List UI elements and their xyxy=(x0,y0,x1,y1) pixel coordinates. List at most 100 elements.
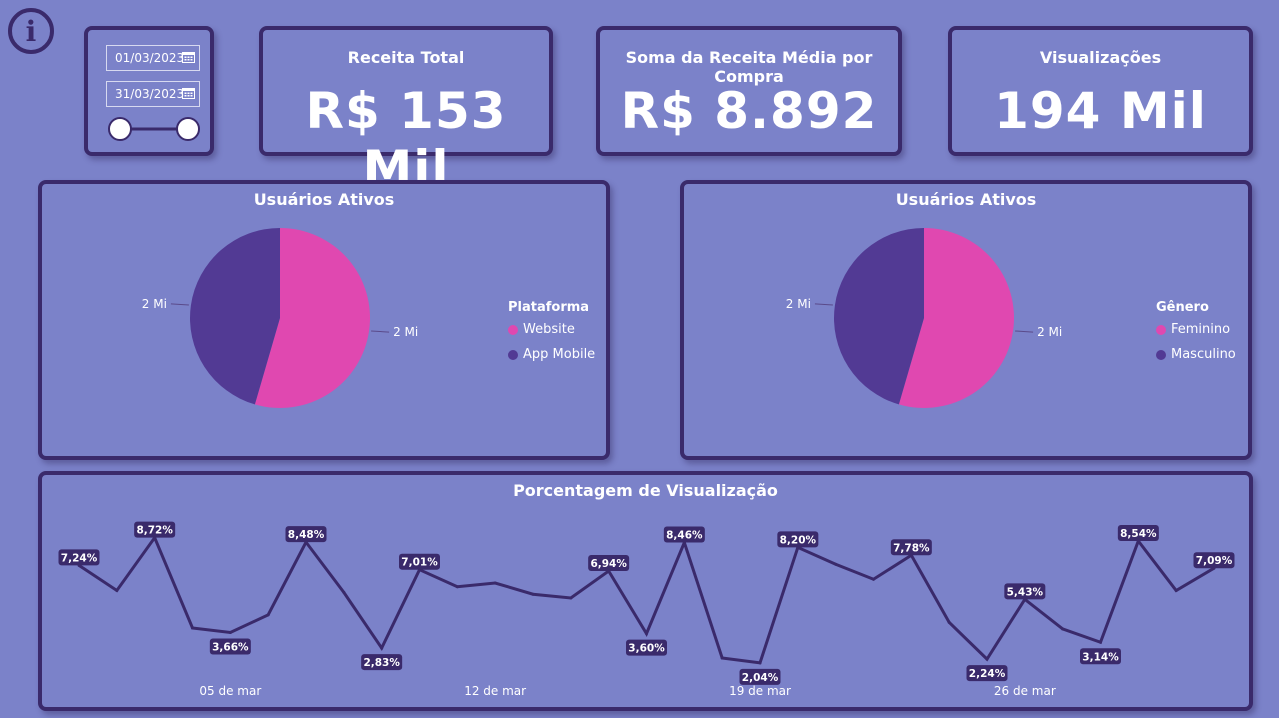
chart-title: Porcentagem de Visualização xyxy=(513,481,778,500)
kpi-value: 194 Mil xyxy=(994,82,1207,140)
line-data-label: 7,78% xyxy=(890,539,932,556)
line-data-label: 3,60% xyxy=(626,639,667,656)
x-tick-label: 26 de mar xyxy=(994,684,1056,698)
kpi-title: Visualizações xyxy=(1039,48,1162,67)
line-data-label-text: 7,78% xyxy=(893,542,930,554)
line-data-label: 8,20% xyxy=(777,531,819,548)
line-point[interactable] xyxy=(1099,640,1102,644)
legend-label: Feminino xyxy=(1171,322,1231,337)
line-data-label-bg xyxy=(1117,525,1159,541)
line-data-label: 8,54% xyxy=(1117,525,1159,541)
pie-svg: 2 Mi 2 Mi xyxy=(786,228,1062,408)
line-data-label-text: 8,48% xyxy=(288,529,325,541)
line-data-label: 3,14% xyxy=(1080,648,1121,665)
calendar-icon[interactable] xyxy=(182,87,195,99)
pie-data-label: 2 Mi xyxy=(142,297,167,311)
kpi-title: Receita Total xyxy=(347,48,465,67)
end-date-value: 31/03/2023 xyxy=(115,87,185,101)
line-data-label-bg xyxy=(1193,552,1235,569)
date-range-slider[interactable] xyxy=(106,114,202,144)
pie-slice-feminino[interactable] xyxy=(898,228,1014,408)
line-data-label-text: 8,20% xyxy=(780,534,817,546)
line-point[interactable] xyxy=(947,620,951,624)
legend-dot xyxy=(1156,349,1166,360)
line-point[interactable] xyxy=(569,596,573,600)
line-data-label: 8,72% xyxy=(134,521,176,538)
kpi-card-avg-revenue: Soma da Receita Média por Compra R$ 8.89… xyxy=(596,26,902,156)
line-data-label: 7,01% xyxy=(399,553,440,570)
end-date-input[interactable]: 31/03/2023 xyxy=(106,81,200,107)
slider-start-handle[interactable] xyxy=(108,117,132,141)
legend-dot xyxy=(1156,324,1166,335)
line-data-label-bg xyxy=(1080,648,1121,665)
pie-svg: 2 Mi 2 Mi xyxy=(142,227,418,408)
line-data-label-text: 3,14% xyxy=(1082,651,1119,663)
pie-chart-gender: Usuários Ativos 2 Mi 2 Mi Gênero Feminino… xyxy=(680,180,1252,460)
line-point[interactable] xyxy=(455,585,459,589)
line-point[interactable] xyxy=(342,590,346,594)
line-point[interactable] xyxy=(531,592,535,596)
legend-item-feminino[interactable]: Feminino xyxy=(1156,322,1230,337)
info-button[interactable]: i xyxy=(8,8,54,54)
line-data-label: 8,48% xyxy=(285,526,327,543)
chart-title: Usuários Ativos xyxy=(895,190,1037,209)
legend-item-website[interactable]: Website xyxy=(508,322,575,337)
line-point[interactable] xyxy=(872,577,875,581)
line-data-label: 2,83% xyxy=(361,654,403,671)
line-point[interactable] xyxy=(645,632,648,636)
legend-title: Plataforma xyxy=(508,300,590,315)
line-data-label: 2,24% xyxy=(966,665,1008,682)
line-data-label: 5,43% xyxy=(1004,583,1046,600)
line-data-label-text: 2,83% xyxy=(363,657,400,669)
line-point[interactable] xyxy=(1061,627,1065,631)
line-point[interactable] xyxy=(115,589,119,592)
line-svg: 7,24% 8,72% 3,66% 8,48% 2,83% 7,01% 6,94% 3,60%… xyxy=(58,521,1235,698)
line-point[interactable] xyxy=(191,626,194,630)
pie-slice-masculino[interactable] xyxy=(833,228,924,405)
line-data-label-text: 3,66% xyxy=(212,642,249,654)
x-tick-label: 19 de mar xyxy=(729,684,791,698)
pie-data-label: 2 Mi xyxy=(1037,325,1062,339)
legend-title: Gênero xyxy=(1156,300,1209,315)
line-chart-views-percentage: Porcentagem de Visualização 7,24% 8,72% 3,… xyxy=(38,471,1253,711)
line-point[interactable] xyxy=(834,562,838,566)
line-data-label-bg xyxy=(399,553,440,570)
line-point[interactable] xyxy=(758,661,762,665)
slider-end-handle[interactable] xyxy=(176,117,200,141)
line-data-label-text: 2,24% xyxy=(969,668,1006,680)
line-point[interactable] xyxy=(493,581,497,585)
pie-label-leader xyxy=(371,330,390,333)
line-point[interactable] xyxy=(228,631,232,634)
start-date-value: 01/03/2023 xyxy=(115,51,185,65)
line-data-label-bg xyxy=(285,526,327,543)
x-tick-label: 05 de mar xyxy=(199,684,261,698)
calendar-icon[interactable] xyxy=(182,51,195,63)
line-data-label-text: 5,43% xyxy=(1007,586,1044,598)
line-point[interactable] xyxy=(380,646,384,650)
pie-slice-website[interactable] xyxy=(254,228,370,408)
line-data-label-bg xyxy=(777,531,819,548)
line-data-label-bg xyxy=(588,555,630,571)
kpi-title: Soma da Receita Média por Compra xyxy=(625,48,873,86)
line-data-label: 2,04% xyxy=(739,668,781,685)
line-data-label: 7,09% xyxy=(1193,552,1235,569)
pie-data-label: 2 Mi xyxy=(786,297,811,311)
legend-label: Masculino xyxy=(1171,347,1236,362)
legend-item-masculino[interactable]: Masculino xyxy=(1156,347,1236,362)
line-point[interactable] xyxy=(985,657,989,661)
legend-item-app-mobile[interactable]: App Mobile xyxy=(508,347,595,362)
pie-data-label: 2 Mi xyxy=(393,325,418,339)
start-date-input[interactable]: 01/03/2023 xyxy=(106,45,200,71)
pie-slice-app-mobile[interactable] xyxy=(189,227,280,405)
line-data-label: 8,46% xyxy=(663,526,705,543)
line-data-label-text: 8,46% xyxy=(666,530,703,542)
date-slicer: 01/03/2023 31/03/2023 xyxy=(84,26,214,156)
line-point[interactable] xyxy=(266,613,270,617)
line-data-label: 7,24% xyxy=(58,549,100,566)
line-data-label-bg xyxy=(361,654,403,671)
line-data-label-text: 8,72% xyxy=(136,525,173,537)
line-point[interactable] xyxy=(1174,589,1178,592)
line-point[interactable] xyxy=(720,656,724,660)
line-data-label-text: 6,94% xyxy=(590,558,627,570)
line-data-label: 3,66% xyxy=(209,638,251,655)
